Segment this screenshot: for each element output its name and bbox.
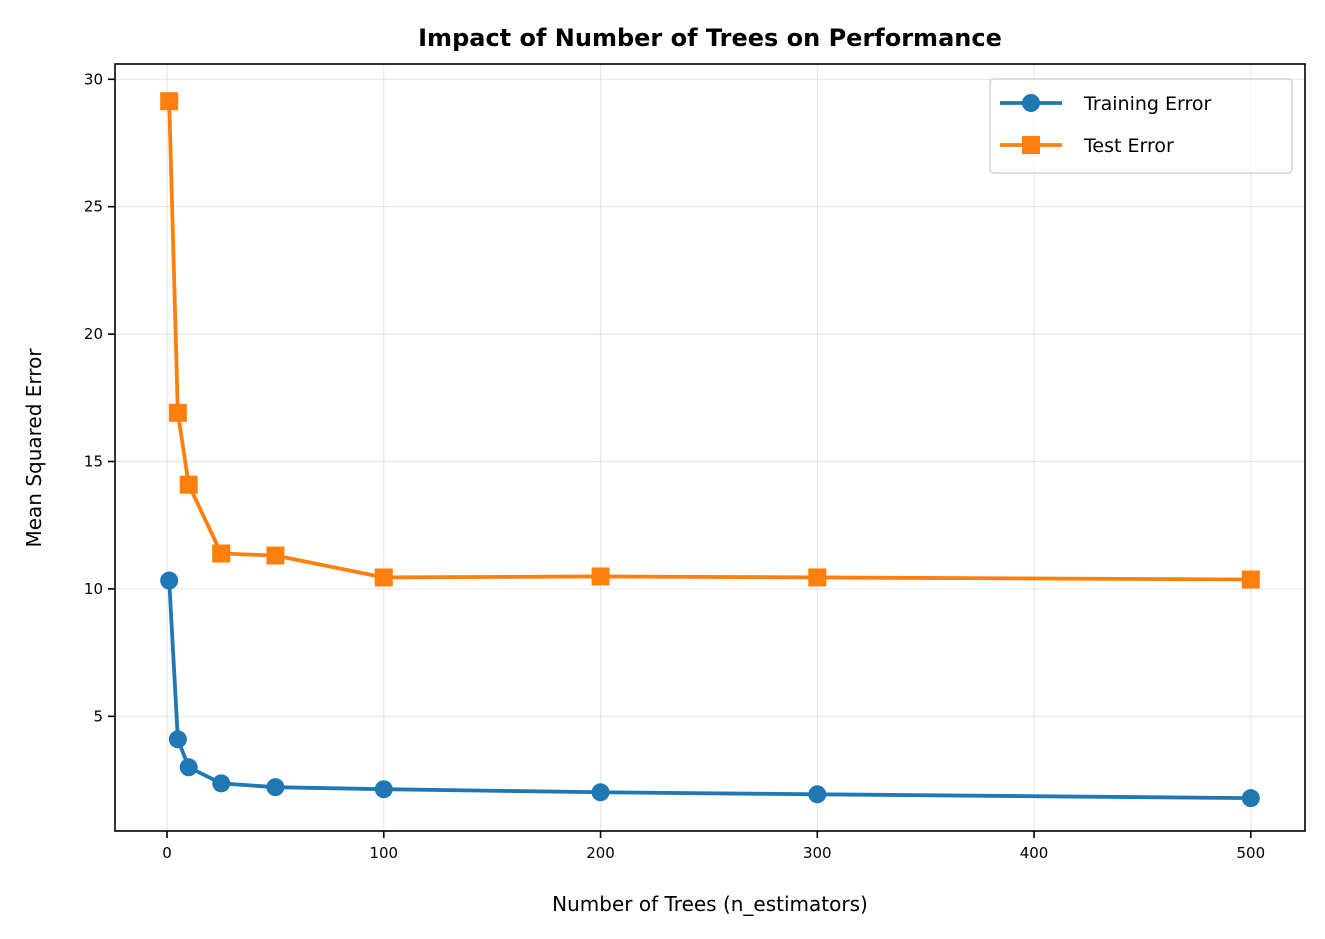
- legend-item: Training Error: [1000, 93, 1212, 115]
- y-tick-label: 20: [84, 325, 103, 343]
- data-point: [212, 774, 231, 793]
- axes-frame: [114, 63, 1306, 832]
- data-point: [1241, 789, 1260, 808]
- data-point: [808, 568, 827, 587]
- legend-label: Test Error: [1083, 135, 1174, 157]
- legend-box: [989, 78, 1293, 174]
- chart-title: Impact of Number of Trees on Performance: [418, 24, 1002, 52]
- legend-label: Training Error: [1083, 93, 1212, 115]
- x-tick-label: 400: [1020, 844, 1049, 862]
- x-tick-label: 100: [369, 844, 398, 862]
- data-point: [808, 785, 827, 804]
- x-tick-label: 300: [803, 844, 832, 862]
- data-point: [266, 778, 285, 797]
- legend: Training Error Test Error: [989, 78, 1293, 174]
- y-tick-label: 15: [84, 453, 103, 471]
- data-point: [591, 783, 610, 802]
- legend-marker-circle: [1022, 94, 1040, 112]
- y-tick-label: 5: [93, 707, 103, 725]
- data-point: [212, 544, 231, 563]
- data-point: [179, 475, 198, 494]
- ticks: 0 100 200 300 400 500 5 10 15 20 25 30: [84, 70, 1265, 862]
- y-tick-label: 30: [84, 70, 103, 88]
- data-point: [374, 568, 393, 587]
- data-point: [374, 780, 393, 799]
- series-layer: [160, 92, 1260, 808]
- y-tick-label: 25: [84, 198, 103, 216]
- data-point: [168, 403, 187, 422]
- x-axis-label: Number of Trees (n_estimators): [552, 892, 868, 916]
- grid: [115, 64, 1305, 831]
- x-tick-label: 0: [162, 844, 172, 862]
- data-point: [160, 92, 179, 111]
- series-training-error: [160, 571, 1260, 808]
- legend-item: Test Error: [1000, 135, 1174, 157]
- series-test-error: [160, 92, 1260, 589]
- data-point: [160, 571, 179, 590]
- data-point: [168, 730, 187, 749]
- x-tick-label: 200: [586, 844, 615, 862]
- legend-marker-square: [1022, 136, 1040, 154]
- y-tick-label: 10: [84, 580, 103, 598]
- data-point: [266, 546, 285, 565]
- y-axis-label: Mean Squared Error: [22, 348, 46, 548]
- x-tick-label: 500: [1236, 844, 1265, 862]
- data-point: [179, 758, 198, 777]
- data-point: [1241, 570, 1260, 589]
- data-point: [591, 567, 610, 586]
